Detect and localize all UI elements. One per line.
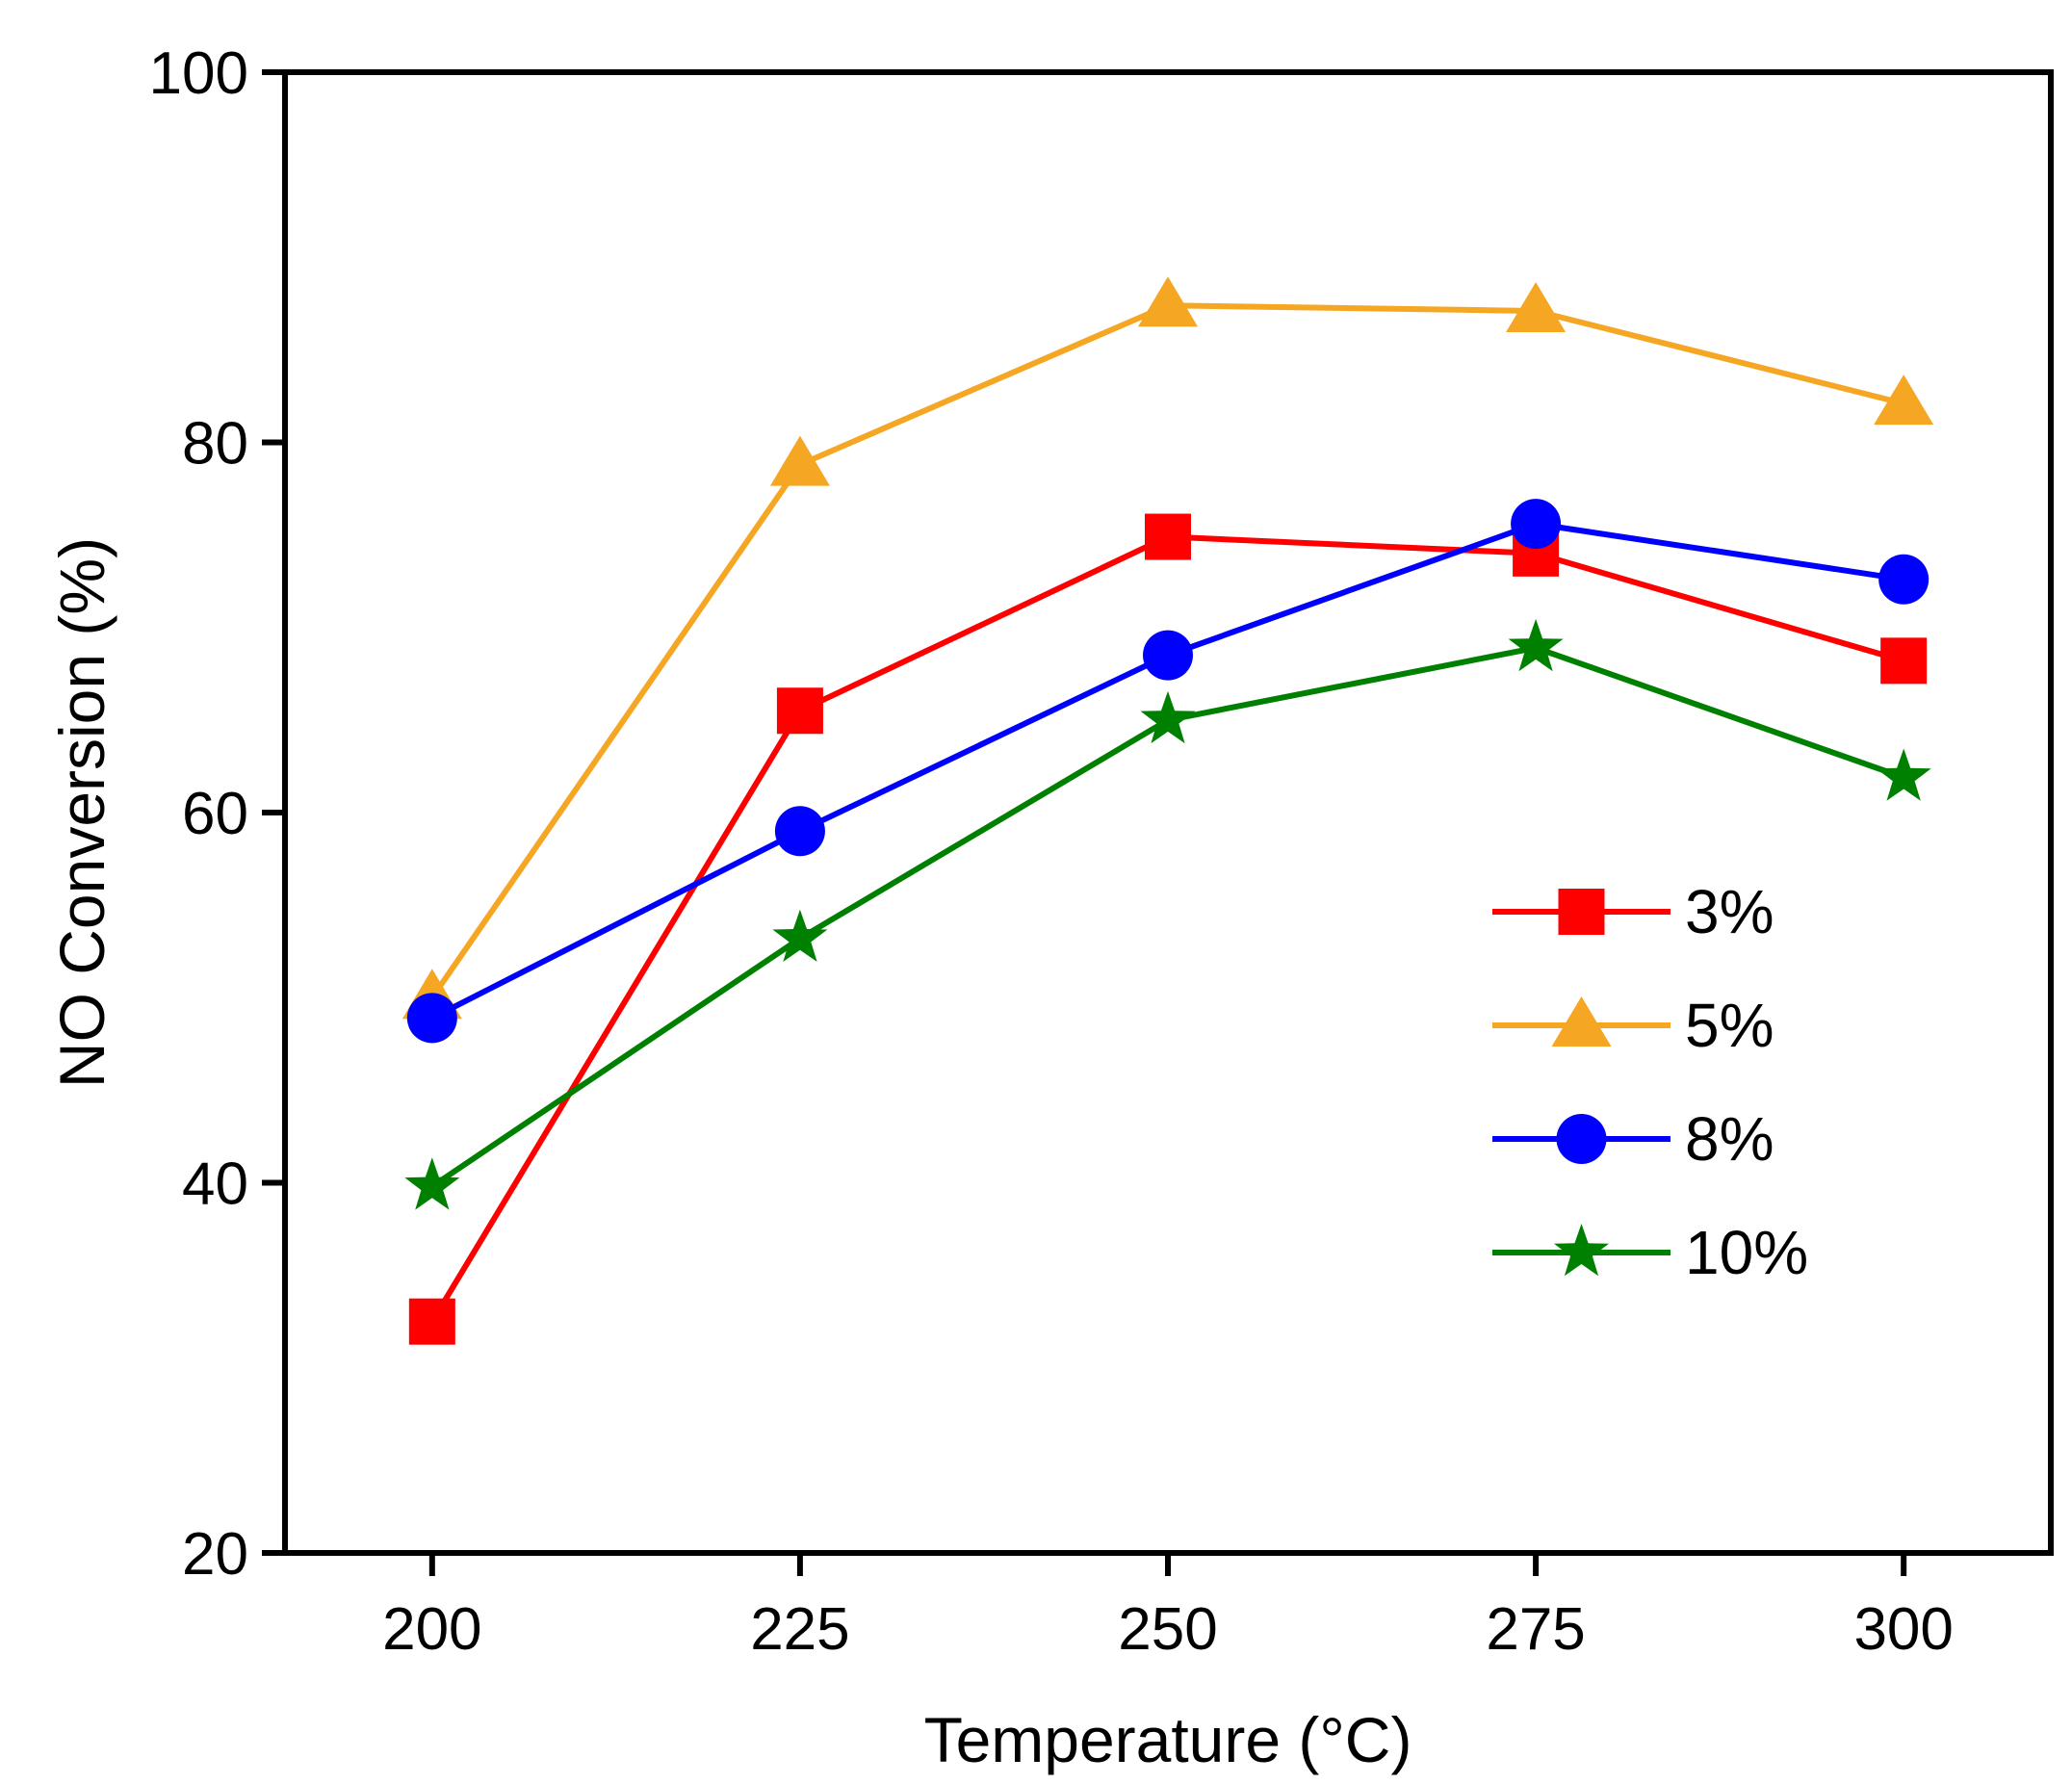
data-point-circle [1143, 630, 1193, 681]
data-point-square [1880, 637, 1928, 685]
data-point-circle [774, 806, 825, 857]
series-10pct [404, 618, 1931, 1210]
legend-item: 8% [1492, 1104, 1774, 1174]
legend-marker-square [1558, 889, 1605, 935]
legend-item: 3% [1492, 877, 1774, 946]
data-point-square [408, 1298, 455, 1345]
data-point-square [1145, 513, 1191, 560]
y-axis: 20 40 60 80 100 [149, 40, 285, 1588]
data-point-square [776, 687, 823, 735]
data-point-triangle [1506, 282, 1567, 333]
y-tick-label: 20 [182, 1521, 248, 1588]
data-point-star [1876, 748, 1931, 801]
legend-item: 5% [1492, 991, 1774, 1060]
x-tick-label: 200 [382, 1596, 481, 1663]
legend-label: 5% [1685, 991, 1774, 1060]
y-tick-label: 60 [182, 781, 248, 847]
data-point-circle [1878, 554, 1930, 605]
x-axis: 200 225 250 275 300 [382, 1553, 1954, 1663]
x-tick-label: 275 [1486, 1596, 1585, 1663]
y-tick-label: 100 [149, 40, 248, 107]
data-point-circle [406, 993, 457, 1044]
series-layer [401, 276, 1934, 1345]
legend-label: 10% [1685, 1218, 1808, 1287]
data-point-triangle [1138, 276, 1198, 327]
legend-label: 3% [1685, 877, 1774, 946]
x-tick-label: 300 [1853, 1596, 1953, 1663]
legend-label: 8% [1685, 1104, 1774, 1174]
data-point-triangle [769, 435, 830, 486]
x-axis-title: Temperature (°C) [924, 1704, 1412, 1775]
data-point-triangle [1874, 375, 1934, 426]
legend-marker-triangle [1551, 996, 1612, 1047]
data-point-star [404, 1157, 460, 1210]
y-axis-title: NO Conversion (%) [46, 537, 117, 1088]
data-point-star [1508, 618, 1564, 672]
data-point-star [772, 909, 828, 962]
legend-item: 10% [1492, 1218, 1808, 1287]
y-tick-label: 40 [182, 1151, 248, 1218]
legend-marker-circle [1556, 1114, 1607, 1164]
x-tick-label: 250 [1118, 1596, 1217, 1663]
series-8pct [406, 499, 1930, 1044]
legend-marker-star [1554, 1224, 1609, 1277]
y-tick-label: 80 [182, 411, 248, 478]
legend: 3% 5% 8% 10% [1492, 877, 1808, 1287]
data-point-circle [1511, 499, 1562, 550]
data-point-star [1140, 690, 1196, 744]
x-tick-label: 225 [750, 1596, 849, 1663]
